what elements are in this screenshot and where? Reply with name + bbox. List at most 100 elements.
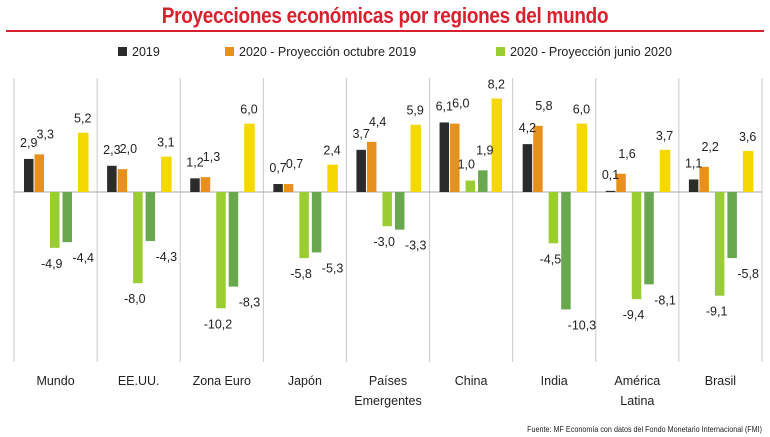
- bar-2019: [522, 144, 533, 192]
- bar-jun2020-b: [644, 192, 654, 285]
- bar-jun2020-b: [478, 170, 488, 192]
- legend-label: 2020 - Proyección octubre 2019: [239, 45, 416, 59]
- category-label: Emergentes: [354, 394, 421, 408]
- bar-jun2020-pos: [78, 132, 89, 192]
- bar-oct2019: [34, 154, 44, 192]
- bar-2019: [356, 149, 366, 192]
- bar-jun2020-b: [145, 192, 156, 242]
- bar-jun2020-b: [228, 192, 239, 287]
- legend-label: 2019: [132, 45, 160, 59]
- data-label: 1,3: [203, 150, 220, 164]
- data-label: -9,4: [623, 308, 645, 322]
- bar-jun2020-pos: [742, 150, 754, 192]
- legend-swatch: [118, 47, 127, 56]
- bar-jun2020-a: [714, 192, 725, 296]
- source-note: Fuente: MF Economía con datos del Fondo …: [527, 425, 762, 434]
- bar-2019: [273, 184, 283, 192]
- bar-oct2019: [616, 173, 626, 192]
- bar-jun2020-pos: [659, 149, 671, 192]
- data-label: 5,8: [535, 99, 552, 113]
- data-label: 2,4: [323, 144, 340, 158]
- bar-oct2019: [450, 123, 460, 192]
- bar-2019: [107, 165, 117, 192]
- bar-oct2019: [533, 125, 543, 192]
- data-label: 0,7: [269, 161, 286, 175]
- legend-swatch: [225, 47, 234, 56]
- bar-jun2020-a: [631, 192, 642, 300]
- legend-label: 2020 - Proyección junio 2020: [510, 45, 672, 59]
- data-label: -8,1: [654, 293, 676, 307]
- data-label: 3,6: [739, 130, 756, 144]
- category-label: Países: [369, 374, 407, 388]
- data-label: 0,1: [602, 168, 619, 182]
- data-label: -5,8: [290, 267, 312, 281]
- data-label: 6,0: [573, 103, 590, 117]
- data-label: -10,3: [568, 318, 597, 332]
- category-label: América: [614, 374, 660, 388]
- bar-oct2019: [117, 169, 128, 192]
- bar-jun2020-pos: [244, 123, 255, 192]
- data-label: 2,3: [103, 143, 120, 157]
- bar-jun2020-a: [548, 192, 559, 244]
- legend-swatch: [496, 47, 505, 56]
- data-label: 1,6: [618, 147, 635, 161]
- bar-jun2020-pos: [491, 98, 503, 192]
- data-label: 1,1: [685, 156, 702, 170]
- bar-jun2020-pos: [327, 164, 338, 192]
- data-label: 4,2: [519, 121, 536, 135]
- data-label: 5,2: [74, 112, 91, 126]
- data-label: 0,7: [286, 157, 303, 171]
- bar-oct2019: [699, 166, 709, 192]
- data-label: 2,9: [20, 136, 37, 150]
- data-label: 4,4: [369, 115, 386, 129]
- title-underline: [6, 30, 764, 32]
- data-label: 1,0: [458, 158, 475, 172]
- bar-2019: [190, 178, 200, 192]
- bar-jun2020-b: [727, 192, 737, 259]
- data-label: 1,9: [476, 143, 493, 157]
- bar-jun2020-b: [561, 192, 571, 310]
- data-label: 3,1: [157, 136, 174, 150]
- data-label: 2,0: [120, 142, 137, 156]
- data-label: 6,0: [452, 97, 469, 111]
- bar-jun2020-a: [216, 192, 226, 309]
- data-label: -3,3: [405, 239, 427, 253]
- bar-jun2020-a: [133, 192, 143, 284]
- bar-2019: [439, 122, 450, 192]
- data-label: 6,0: [240, 103, 257, 117]
- category-label: Brasil: [705, 374, 736, 388]
- bar-jun2020-b: [311, 192, 322, 253]
- bar-oct2019: [200, 177, 211, 192]
- data-label: 8,2: [488, 78, 505, 92]
- bar-jun2020-a: [465, 180, 476, 192]
- bar-jun2020-a: [382, 192, 392, 227]
- data-label: 6,1: [436, 99, 453, 113]
- bar-oct2019: [366, 141, 377, 192]
- bar-jun2020-pos: [576, 123, 588, 192]
- category-label: Zona Euro: [193, 374, 251, 388]
- data-label: -9,1: [706, 305, 728, 319]
- bar-jun2020-a: [299, 192, 309, 259]
- data-label: 1,2: [186, 155, 203, 169]
- data-label: -3,0: [373, 235, 395, 249]
- data-label: -4,4: [72, 251, 94, 265]
- data-label: -5,3: [322, 261, 344, 275]
- data-label: -4,5: [540, 252, 562, 266]
- data-label: 3,3: [37, 127, 54, 141]
- bar-2019: [24, 158, 34, 192]
- data-label: 5,9: [406, 104, 423, 118]
- category-label: Japón: [288, 374, 322, 388]
- data-label: 3,7: [656, 129, 673, 143]
- data-label: -8,0: [124, 292, 146, 306]
- data-label: 3,7: [352, 127, 369, 141]
- data-label: -5,8: [737, 267, 759, 281]
- category-label: China: [455, 374, 488, 388]
- data-label: 2,2: [701, 140, 718, 154]
- category-label: EE.UU.: [118, 374, 160, 388]
- bar-jun2020-b: [62, 192, 72, 243]
- bar-2019: [688, 179, 699, 192]
- bar-oct2019: [283, 184, 294, 192]
- category-label: India: [541, 374, 568, 388]
